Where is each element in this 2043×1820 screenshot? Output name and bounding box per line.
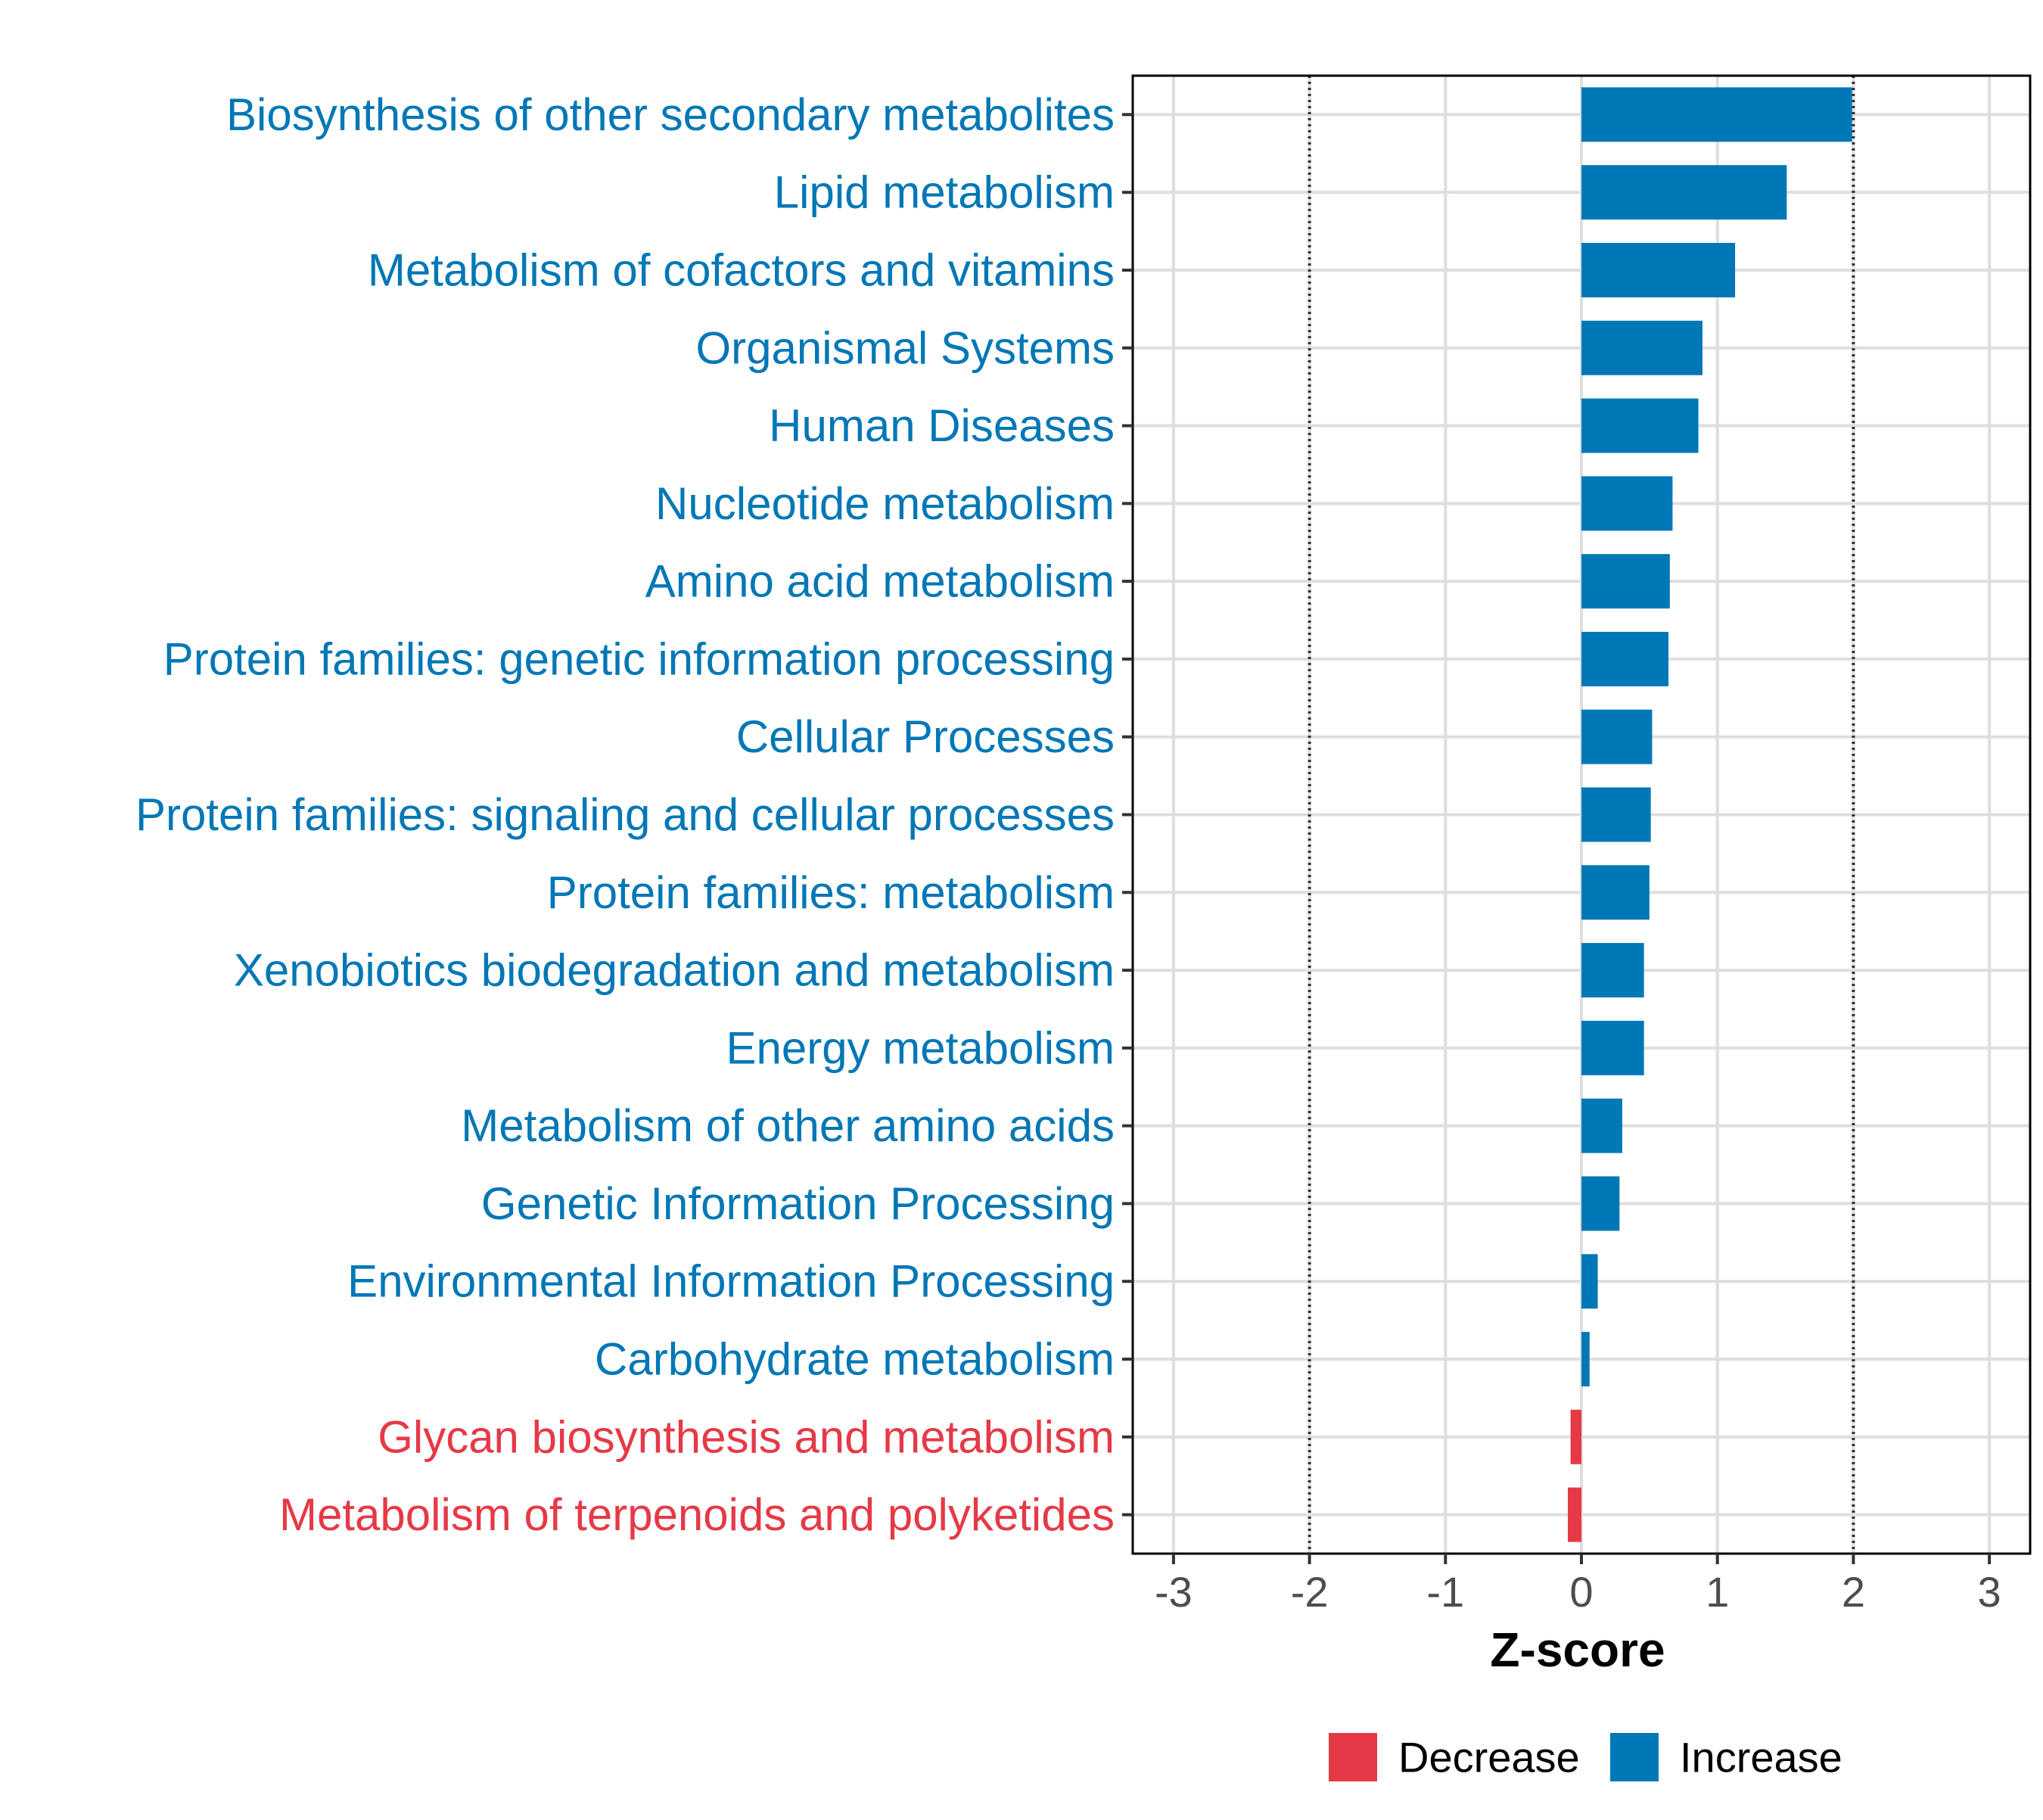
bar (1570, 1409, 1581, 1464)
category-label: Metabolism of cofactors and vitamins (368, 244, 1115, 295)
reference-lines (1308, 76, 1855, 1554)
category-label: Environmental Information Processing (347, 1256, 1115, 1307)
bar (1581, 87, 1852, 142)
bar (1581, 1332, 1590, 1387)
bar (1581, 709, 1653, 764)
x-tick-label: 3 (1978, 1568, 2001, 1616)
bar (1581, 320, 1702, 375)
category-label: Glycan biosynthesis and metabolism (378, 1411, 1115, 1462)
bar (1581, 1254, 1598, 1309)
legend-swatch-increase (1610, 1733, 1659, 1781)
legend-label-increase: Increase (1680, 1734, 1842, 1781)
category-label: Nucleotide metabolism (655, 478, 1115, 529)
x-tick-label: 1 (1706, 1568, 1729, 1616)
category-label: Lipid metabolism (774, 167, 1115, 218)
bar (1568, 1487, 1581, 1542)
bar (1581, 865, 1650, 920)
legend-label-decrease: Decrease (1398, 1734, 1580, 1781)
bar (1581, 476, 1673, 531)
x-axis-title: Z-score (1490, 1622, 1665, 1677)
bar (1581, 1176, 1620, 1231)
category-label: Amino acid metabolism (645, 556, 1115, 607)
bar (1581, 1098, 1622, 1153)
category-label: Carbohydrate metabolism (595, 1334, 1115, 1385)
bar (1581, 1020, 1644, 1075)
bar (1581, 165, 1787, 220)
axes: -3 -2 -1 0 1 2 3 (1122, 74, 2032, 1616)
bar (1581, 398, 1699, 453)
category-label: Human Diseases (769, 400, 1115, 451)
bars (1568, 87, 1852, 1542)
bar (1581, 943, 1644, 998)
x-tick-label: 0 (1569, 1568, 1593, 1616)
x-tick-label: -2 (1291, 1568, 1329, 1616)
x-tick-label: 2 (1842, 1568, 1865, 1616)
legend: Decrease Increase (1329, 1733, 1842, 1781)
category-label: Metabolism of other amino acids (461, 1100, 1115, 1151)
legend-swatch-decrease (1329, 1733, 1377, 1781)
bar (1581, 787, 1651, 842)
category-label: Xenobiotics biodegradation and metabolis… (234, 945, 1115, 996)
bar (1581, 242, 1736, 297)
category-label: Protein families: genetic information pr… (163, 633, 1115, 684)
bar (1581, 631, 1669, 686)
category-label: Genetic Information Processing (481, 1178, 1115, 1229)
category-label: Organismal Systems (696, 322, 1115, 373)
category-label: Energy metabolism (726, 1022, 1115, 1073)
x-tick-label: -3 (1155, 1568, 1193, 1616)
category-label: Cellular Processes (736, 711, 1115, 762)
category-labels: Biosynthesis of other secondary metaboli… (135, 89, 1115, 1540)
category-label: Protein families: signaling and cellular… (135, 789, 1115, 840)
category-label: Metabolism of terpenoids and polyketides (279, 1489, 1115, 1540)
x-tick-label: -1 (1426, 1568, 1464, 1616)
bar (1581, 554, 1670, 609)
category-label: Protein families: metabolism (547, 867, 1115, 918)
category-label: Biosynthesis of other secondary metaboli… (226, 89, 1115, 140)
